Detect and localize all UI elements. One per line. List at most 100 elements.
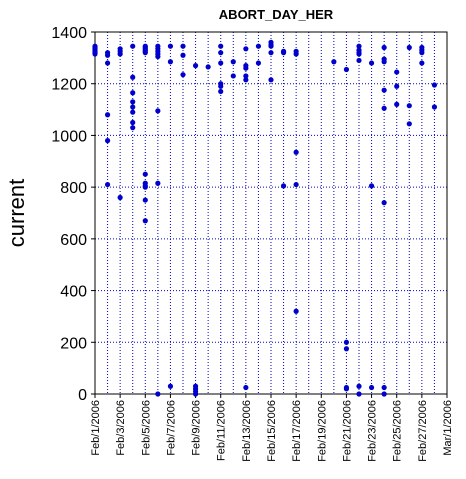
data-point	[406, 103, 412, 109]
data-point	[331, 59, 337, 65]
data-point	[142, 171, 148, 177]
x-tick-label: Feb/15/2006	[266, 400, 278, 462]
data-point	[381, 200, 387, 206]
data-point	[368, 384, 375, 391]
data-point	[356, 43, 362, 49]
data-point	[280, 183, 287, 189]
data-point	[243, 73, 249, 79]
data-point	[431, 82, 438, 88]
x-tick-label: Feb/11/2006	[216, 400, 228, 461]
data-point	[142, 218, 148, 224]
data-point	[381, 105, 387, 111]
data-point	[155, 53, 161, 60]
data-point	[180, 43, 186, 49]
data-point	[117, 51, 123, 57]
data-point	[155, 180, 161, 186]
data-point	[218, 88, 224, 95]
data-point	[255, 43, 262, 49]
data-point	[142, 197, 148, 203]
x-tick-label: Feb/9/2006	[191, 400, 203, 456]
chart-title: ABORT_DAY_HER	[219, 7, 334, 22]
x-tick-label: Feb/21/2006	[341, 400, 353, 462]
y-tick-label: 600	[60, 232, 87, 249]
data-point	[381, 384, 387, 391]
data-point	[218, 50, 224, 56]
data-point	[293, 308, 299, 314]
data-point	[381, 87, 387, 93]
data-point	[218, 83, 224, 89]
data-point	[104, 52, 111, 58]
data-point	[130, 125, 136, 131]
data-point	[130, 74, 136, 80]
data-point	[192, 63, 199, 69]
data-point	[142, 184, 148, 190]
data-point	[356, 51, 362, 57]
data-point	[368, 60, 375, 66]
data-point	[268, 77, 274, 83]
data-point	[130, 119, 136, 126]
data-point	[255, 60, 262, 66]
data-point	[381, 59, 387, 65]
x-tick-label: Feb/19/2006	[316, 400, 328, 462]
data-point	[218, 60, 224, 66]
data-point	[130, 104, 136, 110]
data-point	[394, 69, 400, 75]
data-point	[343, 386, 350, 392]
data-point	[130, 99, 136, 105]
data-point	[381, 391, 387, 397]
data-point	[192, 391, 199, 397]
data-point	[243, 384, 249, 391]
x-tick-label: Mar/1/2006	[442, 400, 454, 456]
grid	[95, 32, 447, 394]
data-point	[130, 109, 136, 115]
y-axis-label: current	[4, 179, 29, 247]
data-point	[343, 66, 350, 73]
y-tick-label: 0	[78, 387, 87, 404]
data-point	[419, 50, 425, 56]
x-tick-label: Feb/27/2006	[417, 400, 429, 462]
data-point	[406, 121, 412, 127]
data-point	[356, 383, 362, 389]
data-point	[130, 90, 136, 96]
data-point	[268, 43, 274, 49]
data-points	[92, 39, 438, 397]
data-point	[268, 50, 274, 56]
x-axis-ticks: Feb/1/2006 Feb/3/2006 Feb/5/2006 Feb/7/2006…	[90, 394, 454, 462]
data-point	[406, 44, 412, 51]
data-point	[394, 83, 400, 89]
data-point	[180, 52, 186, 58]
y-tick-label: 1200	[51, 77, 87, 94]
x-tick-label: Feb/17/2006	[291, 400, 303, 462]
data-point	[155, 391, 161, 397]
data-point	[180, 72, 186, 78]
x-tick-label: Feb/13/2006	[241, 400, 253, 462]
data-point	[293, 181, 299, 188]
data-point	[92, 51, 98, 57]
x-tick-label: Feb/5/2006	[140, 400, 152, 456]
data-point	[394, 101, 400, 107]
data-point	[419, 60, 425, 66]
data-point	[293, 149, 299, 155]
data-point	[368, 183, 375, 189]
data-point	[343, 346, 350, 352]
data-point	[104, 60, 111, 66]
data-point	[343, 339, 350, 345]
data-point	[155, 108, 161, 114]
data-point	[167, 59, 174, 65]
data-point	[167, 43, 174, 49]
y-tick-label: 800	[60, 180, 87, 197]
data-point	[243, 46, 249, 52]
data-point	[293, 51, 299, 57]
y-tick-label: 200	[60, 335, 87, 352]
y-tick-label: 1400	[51, 25, 87, 42]
data-point	[230, 59, 236, 65]
data-point	[243, 65, 249, 71]
x-tick-label: Feb/7/2006	[165, 400, 177, 456]
data-point	[142, 50, 148, 56]
y-axis-ticks: 0 200 400 600 800 1000 1200 1400	[51, 25, 95, 404]
data-point	[356, 391, 362, 397]
data-point	[130, 43, 136, 49]
x-tick-label: Feb/1/2006	[90, 400, 102, 456]
y-tick-label: 1000	[51, 128, 87, 145]
